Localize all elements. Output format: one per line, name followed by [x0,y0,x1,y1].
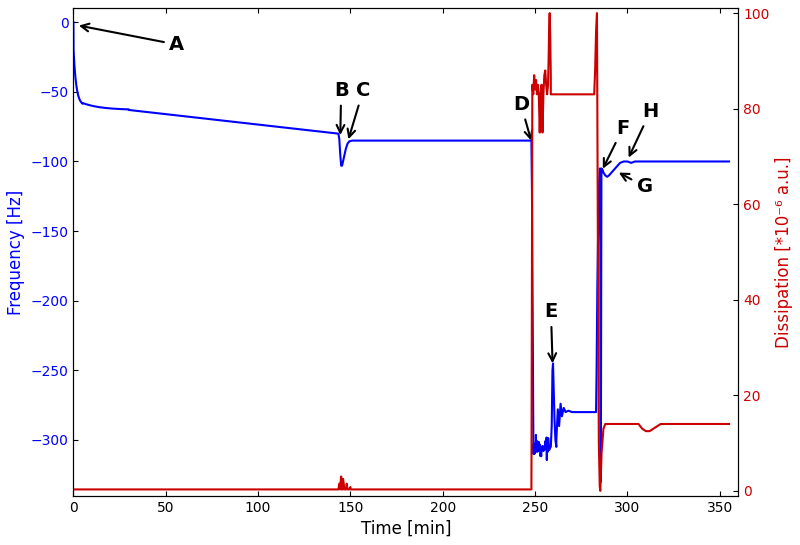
Text: A: A [81,23,185,54]
Text: F: F [604,119,630,167]
Text: E: E [544,302,558,361]
Text: C: C [348,81,370,137]
Y-axis label: Dissipation [*10⁻⁶ a.u.]: Dissipation [*10⁻⁶ a.u.] [775,156,793,348]
Y-axis label: Frequency [Hz]: Frequency [Hz] [7,189,25,314]
Text: G: G [621,174,653,196]
Text: H: H [630,102,658,155]
X-axis label: Time [min]: Time [min] [361,520,451,538]
Text: D: D [513,95,532,138]
Text: B: B [334,81,349,132]
